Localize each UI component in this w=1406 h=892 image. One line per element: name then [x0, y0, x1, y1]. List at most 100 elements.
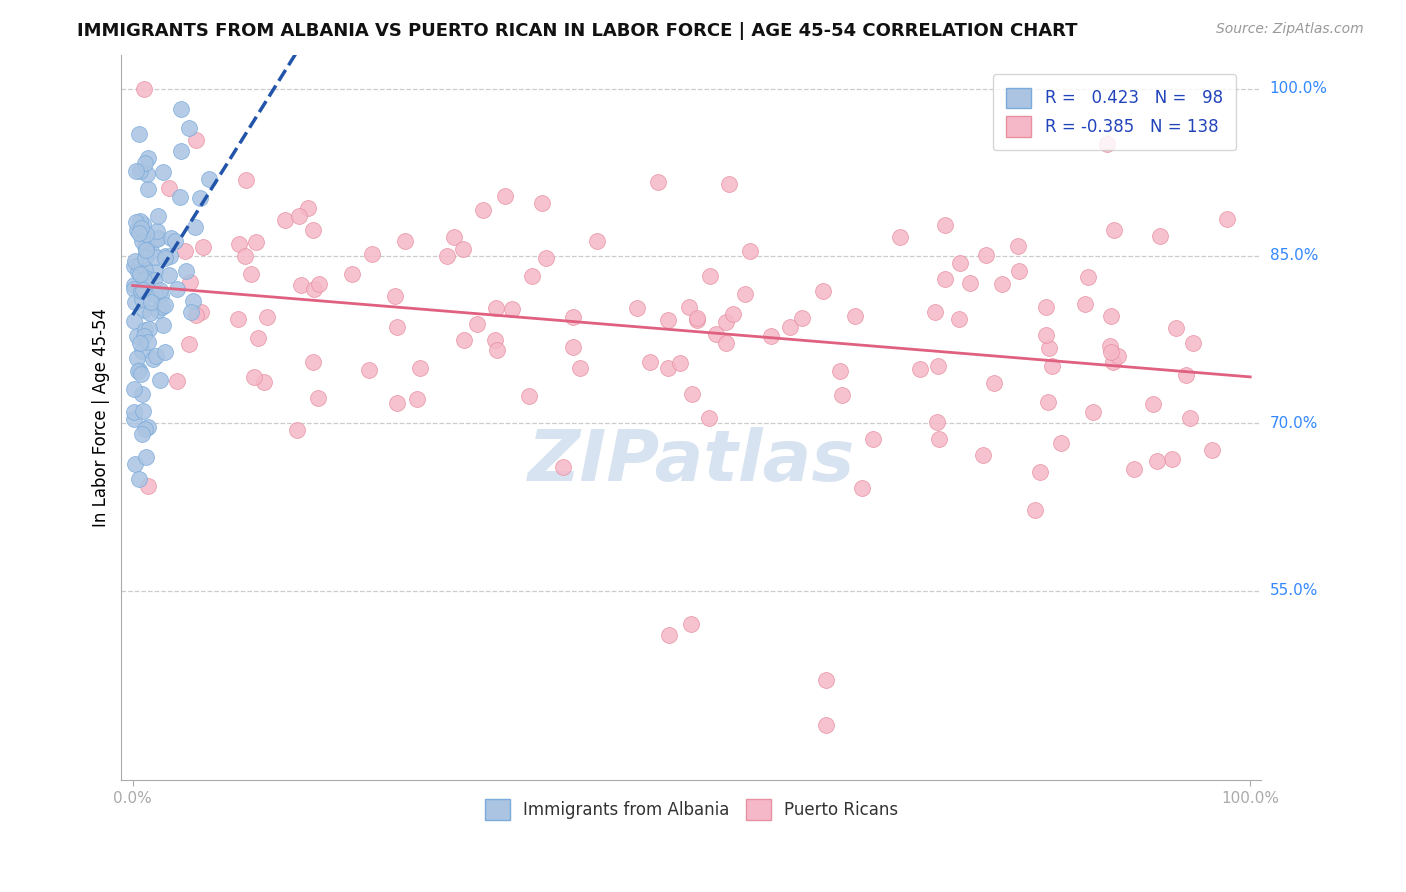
Point [122, 314, 145, 328]
Point [131, 343, 153, 358]
Point [148, 231, 170, 245]
Point [274, 213, 297, 227]
Point [828, 363, 851, 377]
Point [301, 355, 323, 369]
Point [226, 311, 249, 326]
Point [562, 340, 585, 354]
Text: 55.0%: 55.0% [1270, 583, 1317, 599]
Point [851, 481, 873, 495]
Point [159, 231, 181, 245]
Point [170, 145, 193, 159]
Point [135, 232, 157, 246]
Point [122, 405, 145, 419]
Point [1028, 465, 1050, 479]
Point [959, 276, 981, 290]
Point [531, 195, 554, 210]
Point [1074, 296, 1097, 310]
Point [129, 220, 152, 235]
Text: ZIPatlas: ZIPatlas [527, 426, 855, 496]
Point [307, 391, 329, 405]
Point [1149, 229, 1171, 244]
Point [142, 351, 165, 366]
Point [134, 323, 156, 337]
Point [1123, 462, 1146, 476]
Point [308, 277, 330, 292]
Point [198, 172, 221, 186]
Point [1098, 339, 1121, 353]
Point [361, 247, 384, 261]
Point [246, 331, 269, 345]
Point [501, 302, 523, 317]
Point [394, 234, 416, 248]
Point [831, 388, 853, 402]
Text: 85.0%: 85.0% [1270, 249, 1317, 263]
Point [149, 288, 172, 302]
Point [678, 300, 700, 314]
Point [908, 362, 931, 376]
Point [1201, 443, 1223, 458]
Point [813, 284, 835, 298]
Point [1142, 397, 1164, 411]
Point [934, 272, 956, 286]
Point [714, 315, 737, 329]
Point [436, 249, 458, 263]
Point [166, 282, 188, 296]
Point [131, 386, 153, 401]
Point [127, 328, 149, 343]
Point [180, 305, 202, 319]
Point [1166, 321, 1188, 335]
Point [127, 265, 149, 279]
Point [983, 376, 1005, 390]
Point [723, 307, 745, 321]
Point [1178, 411, 1201, 425]
Point [134, 81, 156, 95]
Text: 100.0%: 100.0% [1270, 81, 1327, 96]
Point [638, 355, 661, 369]
Point [1007, 264, 1029, 278]
Point [159, 249, 181, 263]
Point [146, 209, 169, 223]
Point [125, 164, 148, 178]
Point [184, 133, 207, 147]
Point [242, 370, 264, 384]
Point [889, 230, 911, 244]
Point [290, 277, 312, 292]
Point [759, 329, 782, 343]
Point [927, 359, 949, 373]
Point [235, 173, 257, 187]
Point [134, 252, 156, 266]
Point [387, 320, 409, 334]
Point [153, 251, 176, 265]
Point [134, 239, 156, 253]
Point [136, 479, 159, 493]
Point [1216, 211, 1239, 226]
Point [387, 396, 409, 410]
Point [135, 167, 157, 181]
Point [134, 303, 156, 318]
Point [233, 249, 256, 263]
Point [1038, 341, 1060, 355]
Point [152, 165, 174, 179]
Point [495, 189, 517, 203]
Point [136, 151, 159, 165]
Point [240, 268, 263, 282]
Point [125, 351, 148, 366]
Text: 70.0%: 70.0% [1270, 416, 1317, 431]
Point [150, 300, 173, 314]
Point [484, 333, 506, 347]
Point [135, 450, 157, 464]
Point [129, 367, 152, 381]
Point [129, 164, 152, 178]
Point [131, 285, 153, 299]
Point [647, 175, 669, 189]
Point [1007, 239, 1029, 253]
Point [1083, 405, 1105, 419]
Legend: Immigrants from Albania, Puerto Ricans: Immigrants from Albania, Puerto Ricans [478, 793, 905, 826]
Point [658, 628, 681, 642]
Point [359, 362, 381, 376]
Point [145, 265, 167, 279]
Point [128, 227, 150, 241]
Point [127, 364, 149, 378]
Point [1146, 453, 1168, 467]
Point [340, 267, 363, 281]
